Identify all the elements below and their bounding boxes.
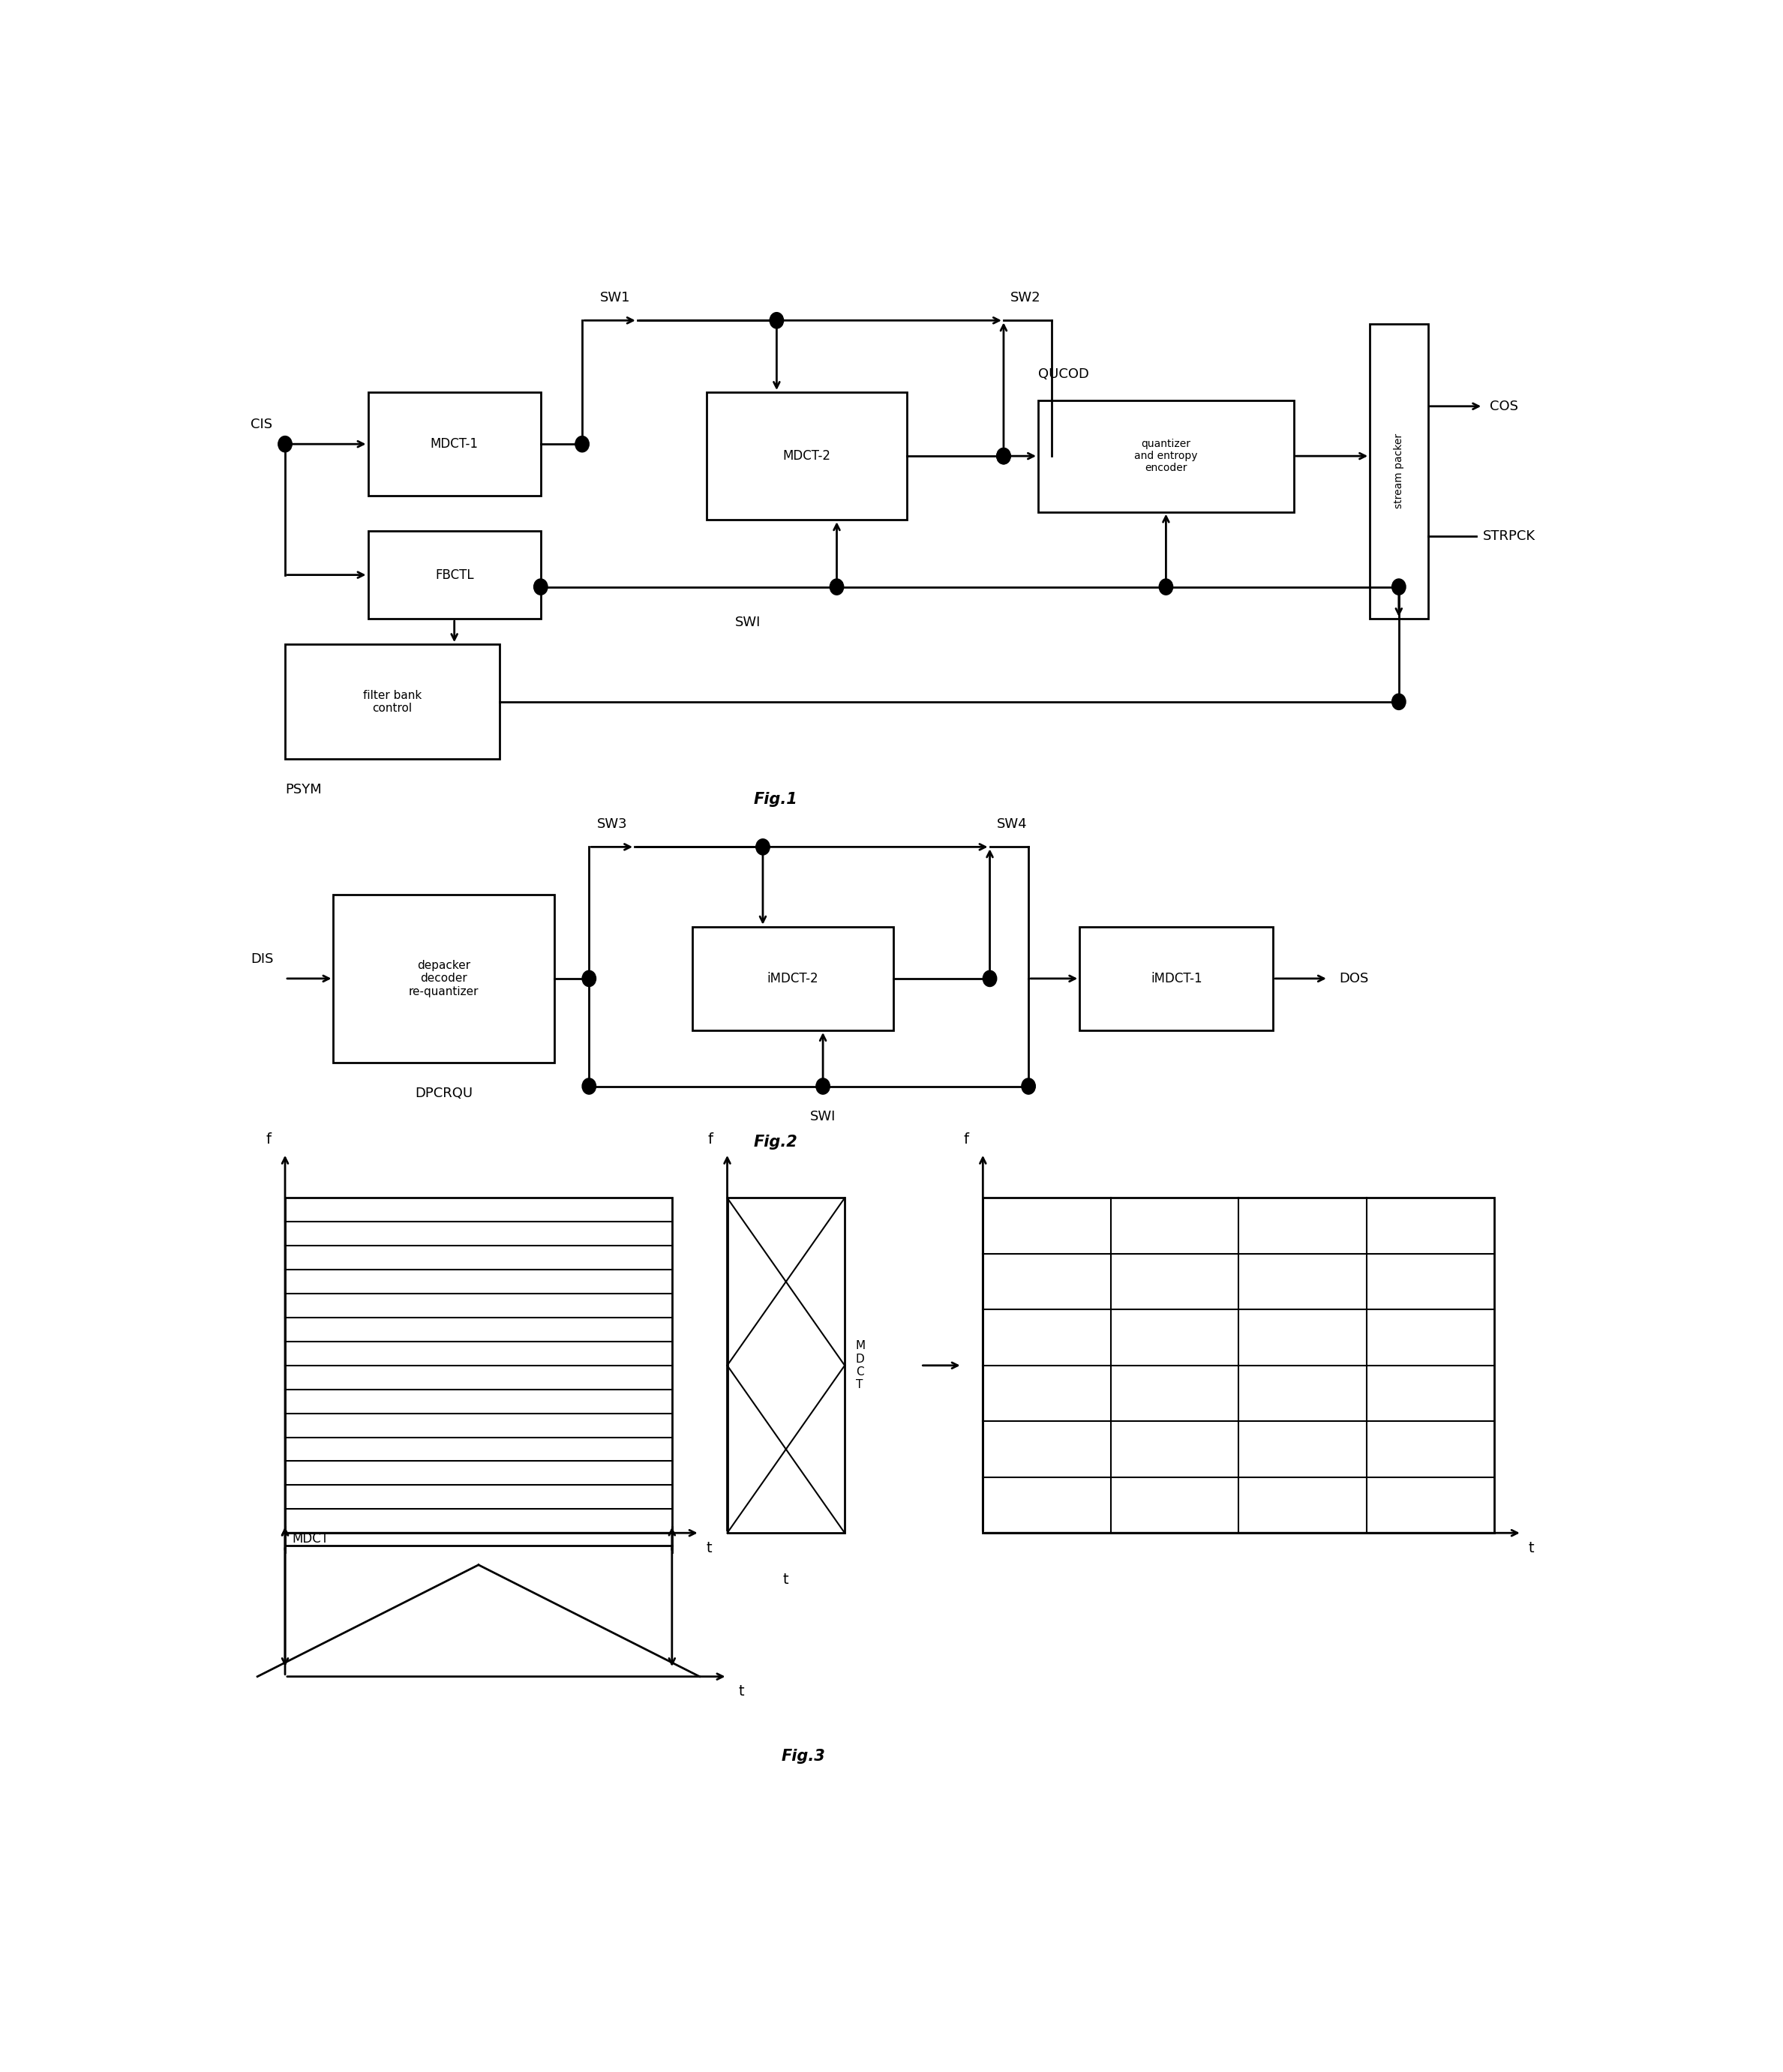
Text: PSYM: PSYM bbox=[285, 783, 321, 796]
Text: f: f bbox=[963, 1133, 968, 1148]
Bar bbox=[727, 1198, 845, 1533]
Text: SW3: SW3 bbox=[597, 818, 628, 831]
Text: iMDCT-2: iMDCT-2 bbox=[767, 972, 818, 986]
Text: t: t bbox=[783, 1573, 788, 1587]
Text: quantizer
and entropy
encoder: quantizer and entropy encoder bbox=[1134, 439, 1198, 472]
Text: QUCOD: QUCOD bbox=[1038, 367, 1089, 381]
Bar bbox=[333, 895, 555, 1063]
Text: depacker
decoder
re-quantizer: depacker decoder re-quantizer bbox=[408, 959, 480, 997]
Bar bbox=[367, 392, 540, 495]
Circle shape bbox=[581, 1077, 596, 1094]
Circle shape bbox=[982, 970, 997, 986]
Bar bbox=[367, 530, 540, 620]
Text: SW2: SW2 bbox=[1011, 290, 1041, 305]
Text: t: t bbox=[1528, 1542, 1535, 1556]
Circle shape bbox=[817, 1077, 829, 1094]
Text: Fig.1: Fig.1 bbox=[754, 792, 797, 806]
Text: Fig.3: Fig.3 bbox=[781, 1749, 826, 1763]
Circle shape bbox=[533, 578, 547, 595]
Text: MDCT-1: MDCT-1 bbox=[430, 437, 478, 452]
Circle shape bbox=[278, 435, 292, 452]
Bar bbox=[1369, 323, 1428, 620]
Text: f: f bbox=[266, 1133, 271, 1148]
Text: SWI: SWI bbox=[809, 1111, 836, 1123]
Text: STRPCK: STRPCK bbox=[1483, 528, 1535, 543]
Text: COS: COS bbox=[1491, 400, 1519, 412]
Bar bbox=[285, 1198, 672, 1533]
Text: MDCT: MDCT bbox=[292, 1531, 328, 1546]
Bar bbox=[285, 644, 499, 758]
Bar bbox=[706, 392, 908, 520]
Text: FBCTL: FBCTL bbox=[435, 568, 474, 582]
Circle shape bbox=[770, 313, 783, 327]
Text: Fig.2: Fig.2 bbox=[754, 1135, 797, 1150]
Bar bbox=[982, 1198, 1494, 1533]
Circle shape bbox=[581, 970, 596, 986]
Text: f: f bbox=[708, 1133, 713, 1148]
Text: SWI: SWI bbox=[735, 615, 761, 630]
Bar bbox=[1038, 400, 1294, 512]
Text: filter bank
control: filter bank control bbox=[362, 690, 421, 715]
Text: DIS: DIS bbox=[250, 953, 273, 966]
Text: iMDCT-1: iMDCT-1 bbox=[1150, 972, 1202, 986]
Text: CIS: CIS bbox=[250, 419, 273, 431]
Text: stream packer: stream packer bbox=[1394, 433, 1403, 510]
Text: SW1: SW1 bbox=[601, 290, 631, 305]
Bar bbox=[694, 926, 893, 1030]
Text: DOS: DOS bbox=[1339, 972, 1369, 986]
Circle shape bbox=[1393, 694, 1405, 711]
Text: MDCT-2: MDCT-2 bbox=[783, 450, 831, 462]
Circle shape bbox=[1159, 578, 1173, 595]
Bar bbox=[1080, 926, 1273, 1030]
Text: t: t bbox=[738, 1685, 744, 1699]
Circle shape bbox=[1393, 578, 1405, 595]
Text: M
D
C
T: M D C T bbox=[856, 1341, 865, 1390]
Circle shape bbox=[1022, 1077, 1036, 1094]
Circle shape bbox=[756, 839, 770, 856]
Text: DPCRQU: DPCRQU bbox=[415, 1086, 472, 1100]
Circle shape bbox=[829, 578, 843, 595]
Circle shape bbox=[997, 448, 1011, 464]
Text: SW4: SW4 bbox=[997, 818, 1027, 831]
Circle shape bbox=[997, 448, 1011, 464]
Circle shape bbox=[576, 435, 588, 452]
Text: t: t bbox=[706, 1542, 711, 1556]
